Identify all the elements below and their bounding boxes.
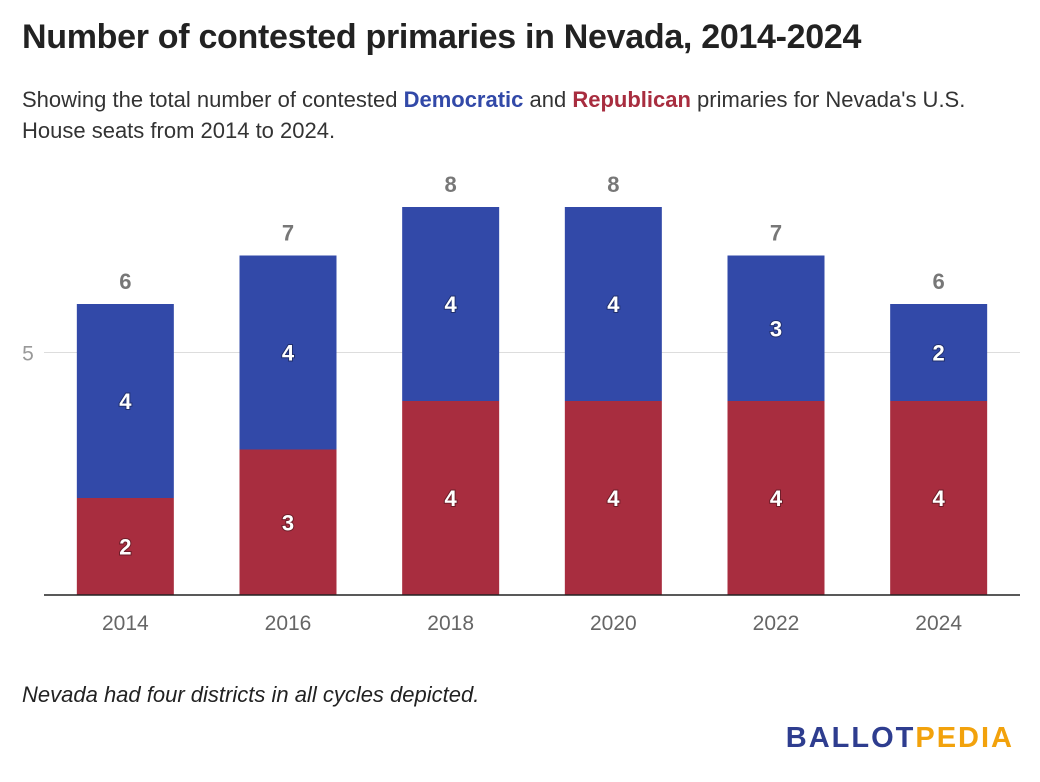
x-tick-label-2018: 2018 <box>427 612 474 635</box>
bar-republican-2022 <box>727 401 825 595</box>
x-tick-label-2024: 2024 <box>915 612 962 635</box>
total-label-2018: 8 <box>445 172 457 197</box>
data-label-republican-2022: 4 <box>770 486 783 511</box>
bar-republican-2020 <box>564 401 662 595</box>
subtitle-text-2: and <box>523 87 573 112</box>
data-label-democratic-2020: 4 <box>607 292 620 317</box>
x-tick-label-2016: 2016 <box>265 612 312 635</box>
total-label-2016: 7 <box>282 221 294 246</box>
data-label-republican-2024: 4 <box>933 486 946 511</box>
data-label-democratic-2016: 4 <box>282 341 295 366</box>
y-tick-label-5: 5 <box>22 343 34 366</box>
data-label-republican-2016: 3 <box>282 510 294 535</box>
bar-democratic-2022 <box>727 255 825 401</box>
bar-democratic-2024 <box>890 304 988 401</box>
logo-part-ballot: BALLOT <box>785 722 916 754</box>
bar-republican-2016 <box>239 449 337 595</box>
chart-note: Nevada had four districts in all cycles … <box>22 682 480 707</box>
data-label-democratic-2024: 2 <box>933 341 945 366</box>
bar-democratic-2014 <box>76 304 174 498</box>
x-tick-label-2020: 2020 <box>590 612 637 635</box>
bar-republican-2014 <box>76 498 174 595</box>
total-label-2020: 8 <box>607 172 619 197</box>
data-label-republican-2018: 4 <box>445 486 458 511</box>
bar-democratic-2020 <box>564 207 662 401</box>
bar-democratic-2018 <box>402 207 500 401</box>
chart-title: Number of contested primaries in Nevada,… <box>22 18 862 56</box>
subtitle-democratic: Democratic <box>403 87 524 112</box>
x-tick-label-2014: 2014 <box>102 612 149 635</box>
data-label-democratic-2018: 4 <box>445 292 458 317</box>
total-label-2014: 6 <box>119 269 131 294</box>
data-label-republican-2020: 4 <box>607 486 620 511</box>
data-label-democratic-2022: 3 <box>770 316 782 341</box>
ballotpedia-logo: BALLOTPEDIA <box>786 722 1014 755</box>
subtitle-text-1: Showing the total number of contested <box>22 87 404 112</box>
logo-part-pedia: PEDIA <box>915 722 1014 754</box>
subtitle-republican: Republican <box>572 87 691 112</box>
total-label-2022: 7 <box>770 221 782 246</box>
bar-republican-2024 <box>890 401 988 595</box>
chart-subtitle: Showing the total number of contested De… <box>22 84 1012 146</box>
x-tick-label-2022: 2022 <box>753 612 800 635</box>
data-label-republican-2014: 2 <box>119 535 131 560</box>
bar-democratic-2016 <box>239 255 337 450</box>
subtitle-text-3: primaries for Nevada's U.S. House seats … <box>22 87 966 143</box>
stacked-bar-chart: 5 2 4 6 2014 3 4 7 2016 4 4 8 2018 4 4 8 2020 4 3 7 2022 4 2 6 2… <box>22 172 1020 635</box>
total-label-2024: 6 <box>933 269 945 294</box>
data-label-democratic-2014: 4 <box>119 389 132 414</box>
bar-republican-2018 <box>402 401 500 595</box>
